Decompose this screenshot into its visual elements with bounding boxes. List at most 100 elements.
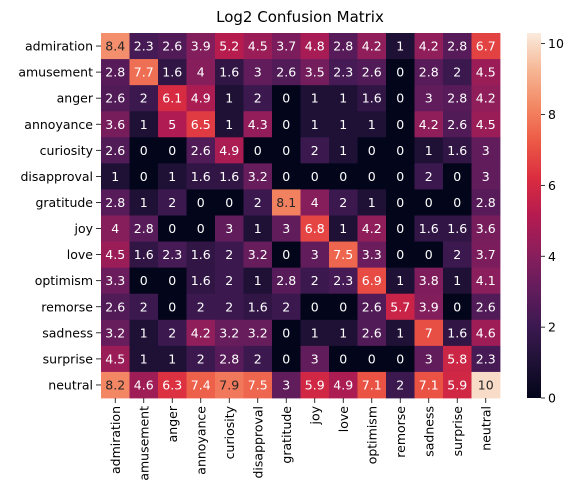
heatmap-cell [129, 163, 159, 190]
cell-value-label: 4.2 [419, 117, 439, 132]
cell-value-label: 2 [396, 377, 404, 392]
x-tick-label: gratitude [279, 406, 294, 464]
cell-value-label: 2.3 [162, 247, 182, 262]
cell-value-label: 0 [197, 195, 205, 210]
cell-value-label: 0 [396, 247, 404, 262]
cell-value-label: 3.8 [419, 273, 439, 288]
heatmap-cell [300, 319, 330, 347]
heatmap-cell [471, 371, 501, 399]
cell-value-label: 10 [478, 377, 494, 392]
x-tick-label: admiration [108, 406, 123, 474]
cell-value-label: 3.7 [276, 39, 296, 54]
cell-value-label: 1 [254, 273, 262, 288]
heatmap-cell [186, 33, 216, 60]
heatmap-cell [471, 137, 501, 164]
cell-value-label: 1.6 [248, 299, 268, 314]
heatmap-cell [243, 293, 273, 321]
cell-value-label: 1.6 [447, 143, 467, 158]
cell-value-label: 6.5 [191, 117, 211, 132]
heatmap-cell [300, 189, 330, 216]
heatmap-cell [243, 345, 273, 373]
heatmap-cell [471, 319, 501, 347]
heatmap-cell [186, 293, 216, 321]
heatmap-cell [386, 59, 415, 86]
heatmap-cell [158, 319, 187, 347]
cell-value-label: 7.4 [191, 377, 211, 392]
cell-value-label: 0 [168, 143, 176, 158]
cell-value-label: 0 [225, 195, 233, 210]
cell-value-label: 4 [197, 65, 205, 80]
heatmap-cell [101, 241, 130, 269]
cell-value-label: 5.9 [305, 377, 325, 392]
heatmap-cell [158, 293, 187, 321]
heatmap-cell [357, 137, 387, 164]
cell-value-label: 4.6 [134, 377, 154, 392]
heatmap-cell [186, 215, 216, 242]
heatmap-cell [329, 345, 358, 373]
cell-value-label: 7.7 [134, 65, 154, 80]
colorbar-tick-label: 2 [548, 320, 556, 335]
heatmap-cell [186, 111, 216, 138]
cell-value-label: 0 [311, 169, 319, 184]
y-tick-label: sadness [42, 325, 93, 340]
y-tick-label: amusement [18, 65, 93, 80]
heatmap-cell [158, 267, 187, 295]
x-tick-label: optimism [364, 406, 379, 464]
cell-value-label: 2.8 [419, 65, 439, 80]
cell-value-label: 1 [140, 195, 148, 210]
cell-value-label: 2.6 [447, 117, 467, 132]
heatmap-cell [158, 163, 187, 190]
heatmap-cell [101, 163, 130, 190]
heatmap-cell [300, 371, 330, 399]
heatmap-cell [243, 189, 273, 216]
heatmap-cell [386, 33, 415, 60]
heatmap-cell [443, 59, 472, 86]
cell-value-label: 0 [197, 221, 205, 236]
cell-value-label: 3 [425, 351, 433, 366]
cell-value-label: 0 [453, 299, 461, 314]
heatmap-cell [386, 241, 415, 269]
colorbar [527, 33, 541, 398]
cell-value-label: 1 [425, 143, 433, 158]
heatmap-cell [357, 241, 387, 269]
cell-value-label: 0 [396, 169, 404, 184]
cell-value-label: 0 [282, 325, 290, 340]
cell-value-label: 1.6 [362, 91, 382, 106]
cell-value-label: 5.7 [390, 299, 410, 314]
cell-value-label: 4.1 [476, 273, 496, 288]
cell-value-label: 1 [254, 221, 262, 236]
cell-value-label: 0 [339, 351, 347, 366]
heatmap-cell [158, 137, 187, 164]
heatmap-cell [471, 241, 501, 269]
cell-value-label: 1.6 [191, 247, 211, 262]
cell-value-label: 0 [453, 195, 461, 210]
heatmap-cell [414, 241, 444, 269]
cell-value-label: 2 [453, 247, 461, 262]
cell-value-label: 1 [168, 169, 176, 184]
y-tick-label: disapproval [21, 169, 94, 184]
heatmap-cell [101, 293, 130, 321]
heatmap-cell [215, 241, 244, 269]
cell-annotations: 8.4 2.3 2.6 3.9 5.2 4.5 3.7 4.8 2.8 4.2 1 4.2 2.8 6.7… [105, 39, 495, 393]
cell-value-label: 1 [396, 325, 404, 340]
heatmap-cell [101, 33, 130, 60]
heatmap-cell [329, 33, 358, 60]
cell-value-label: 1 [111, 169, 119, 184]
heatmap-cell [215, 371, 244, 399]
cell-value-label: 4.2 [362, 221, 382, 236]
heatmap-cell [215, 215, 244, 242]
cell-value-label: 1 [453, 273, 461, 288]
heatmap-cell [329, 319, 358, 347]
y-tick-label: love [67, 247, 94, 262]
heatmap-cell [272, 215, 301, 242]
cell-value-label: 3.6 [105, 117, 125, 132]
heatmap-cell [443, 319, 472, 347]
y-tick-label: admiration [25, 39, 93, 54]
cell-value-label: 4.2 [476, 91, 496, 106]
heatmap-cell [300, 59, 330, 86]
heatmap-cell [272, 137, 301, 164]
heatmap-cell [101, 189, 130, 216]
cell-value-label: 2 [225, 299, 233, 314]
cell-value-label: 2.8 [276, 273, 296, 288]
heatmap-cell [329, 293, 358, 321]
